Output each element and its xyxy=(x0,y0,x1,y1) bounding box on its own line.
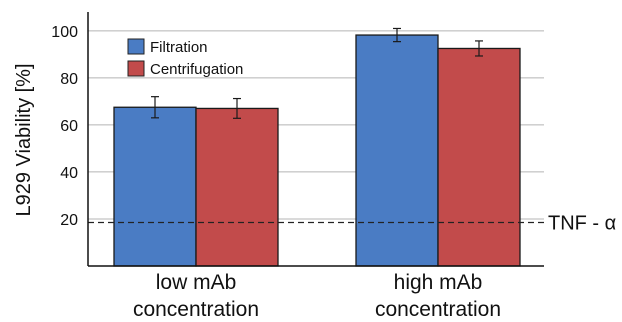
category-label-low-line1: low mAb xyxy=(156,271,237,294)
category-label-low-line2: concentration xyxy=(133,298,259,321)
legend-swatch-filtration xyxy=(127,38,145,55)
y-tick-label: 40 xyxy=(60,165,78,182)
error-bars xyxy=(151,27,483,119)
legend: Filtration Centrifugation xyxy=(127,38,243,78)
category-label-high-line2: concentration xyxy=(375,298,501,321)
bars xyxy=(113,34,521,267)
reference-label: TNF - α xyxy=(548,212,616,234)
y-tick-label: 100 xyxy=(51,24,78,41)
axes xyxy=(87,12,544,267)
y-tick-labels: 20 40 60 80 100 xyxy=(51,24,78,229)
bar-centrifugation-0 xyxy=(195,107,279,267)
category-labels: low mAb concentration high mAb concentra… xyxy=(133,271,501,321)
y-tick-label: 20 xyxy=(60,212,78,229)
y-tick-label: 80 xyxy=(60,71,78,88)
bar-centrifugation-1 xyxy=(437,47,521,267)
legend-swatch-centrifugation xyxy=(127,60,145,77)
y-tick-label: 60 xyxy=(60,118,78,135)
legend-label-filtration: Filtration xyxy=(150,39,208,56)
bar-filtration-1 xyxy=(355,34,439,267)
y-axis-title: L929 Viability [%] xyxy=(13,63,35,216)
legend-label-centrifugation: Centrifugation xyxy=(150,61,243,78)
category-label-high-line1: high mAb xyxy=(394,271,483,294)
bar-filtration-0 xyxy=(113,106,197,267)
